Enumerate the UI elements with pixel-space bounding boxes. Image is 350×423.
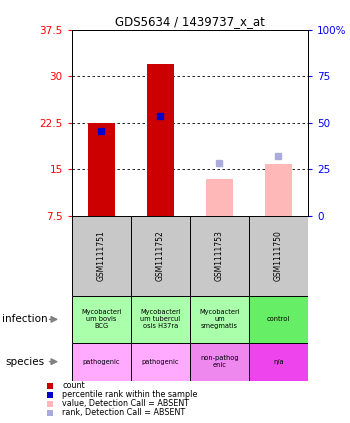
Bar: [131, 343, 190, 381]
Text: Mycobacteri
um tubercul
osis H37ra: Mycobacteri um tubercul osis H37ra: [140, 309, 181, 330]
Text: n/a: n/a: [273, 359, 284, 365]
Text: species: species: [6, 357, 45, 367]
Text: infection: infection: [2, 314, 48, 324]
Bar: [249, 216, 308, 296]
Text: Mycobacteri
um bovis
BCG: Mycobacteri um bovis BCG: [81, 309, 121, 330]
Text: non-pathog
enic: non-pathog enic: [200, 355, 239, 368]
Text: count: count: [62, 382, 85, 390]
Title: GDS5634 / 1439737_x_at: GDS5634 / 1439737_x_at: [115, 16, 265, 28]
Bar: [131, 296, 190, 343]
Text: GSM1111752: GSM1111752: [156, 231, 165, 281]
Text: GSM1111750: GSM1111750: [274, 231, 283, 281]
Text: percentile rank within the sample: percentile rank within the sample: [62, 390, 197, 399]
Bar: [265, 164, 292, 216]
Text: pathogenic: pathogenic: [83, 359, 120, 365]
Bar: [131, 216, 190, 296]
Text: rank, Detection Call = ABSENT: rank, Detection Call = ABSENT: [62, 409, 185, 418]
Bar: [249, 296, 308, 343]
Bar: [190, 216, 249, 296]
Text: GSM1111751: GSM1111751: [97, 231, 106, 281]
Bar: [72, 216, 131, 296]
Text: value, Detection Call = ABSENT: value, Detection Call = ABSENT: [62, 399, 189, 409]
Text: control: control: [267, 316, 290, 322]
Bar: [190, 343, 249, 381]
Bar: [72, 343, 131, 381]
Text: pathogenic: pathogenic: [142, 359, 179, 365]
Bar: [147, 64, 174, 216]
Text: GSM1111753: GSM1111753: [215, 231, 224, 281]
Bar: [249, 343, 308, 381]
Bar: [206, 179, 233, 216]
Bar: [72, 296, 131, 343]
Bar: [88, 123, 114, 216]
Bar: [190, 296, 249, 343]
Text: Mycobacteri
um
smegmatis: Mycobacteri um smegmatis: [199, 309, 240, 330]
